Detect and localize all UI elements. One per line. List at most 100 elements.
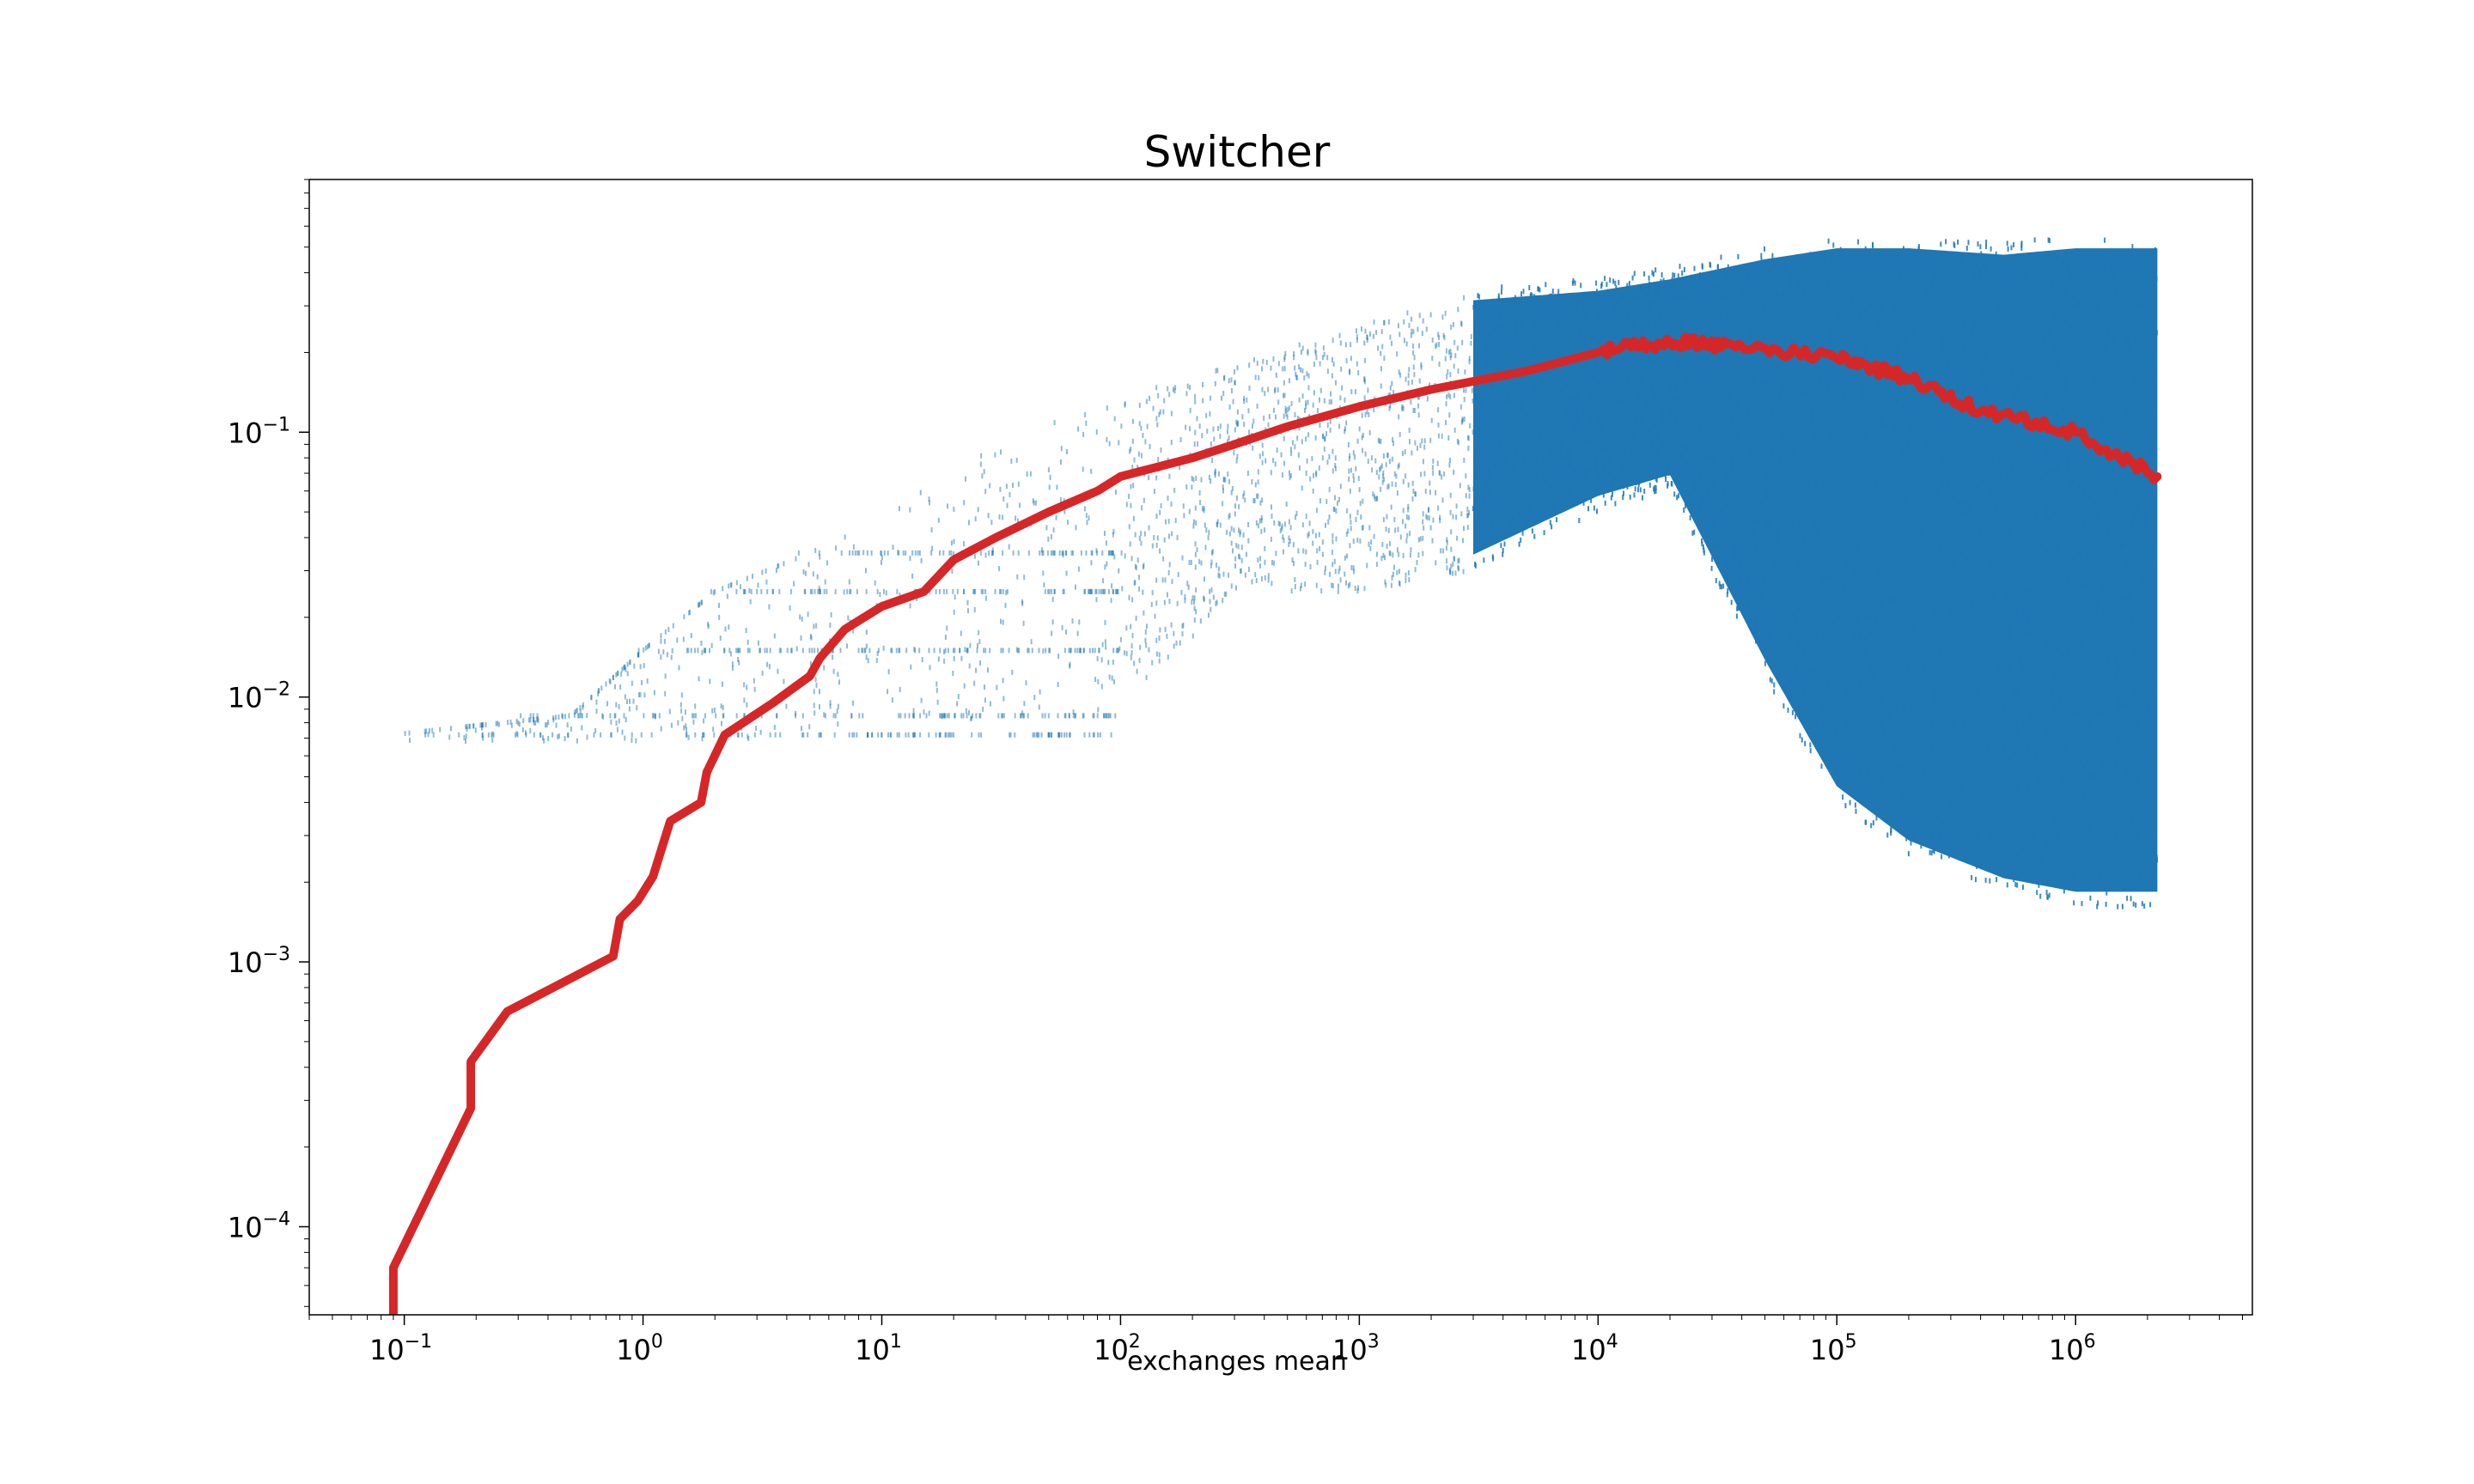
scatter-point	[2008, 819, 2010, 824]
scatter-point	[2109, 286, 2111, 292]
scatter-point	[2063, 778, 2065, 784]
scatter-point	[1416, 560, 1418, 565]
scatter-point	[1990, 246, 1992, 252]
scatter-point	[2072, 556, 2075, 562]
scatter-point	[1258, 518, 1261, 524]
scatter-point	[1338, 332, 1341, 338]
scatter-point	[1441, 433, 1443, 439]
scatter-point	[1204, 544, 1207, 550]
scatter-point	[1667, 357, 1668, 363]
scatter-point	[1730, 560, 1733, 566]
scatter-point	[683, 614, 686, 620]
scatter-point	[1175, 640, 1178, 646]
scatter-point	[1366, 334, 1368, 340]
scatter-point	[1168, 473, 1171, 479]
scatter-point	[968, 663, 971, 669]
scatter-point	[1872, 708, 1874, 714]
scatter-point	[1525, 470, 1527, 476]
scatter-point	[614, 684, 616, 690]
scatter-point	[2097, 900, 2099, 906]
scatter-point	[1262, 451, 1264, 457]
scatter-point	[1309, 564, 1312, 569]
scatter-point	[943, 713, 946, 719]
scatter-point	[1256, 360, 1258, 366]
scatter-point	[1558, 471, 1561, 477]
scatter-point	[1422, 550, 1424, 556]
scatter-point	[1848, 523, 1850, 529]
scatter-point	[2059, 697, 2062, 703]
scatter-point	[807, 562, 810, 568]
scatter-point	[966, 599, 969, 605]
scatter-point	[1847, 532, 1849, 538]
scatter-point	[1653, 271, 1654, 277]
scatter-point	[1449, 457, 1451, 463]
scatter-point	[2040, 465, 2042, 471]
scatter-point	[1929, 295, 1932, 301]
scatter-point	[1214, 472, 1216, 478]
scatter-point	[1782, 604, 1785, 610]
scatter-point	[1455, 514, 1458, 520]
scatter-point	[1948, 260, 1950, 266]
scatter-point	[1191, 484, 1193, 490]
scatter-point	[1331, 468, 1334, 474]
scatter-point	[465, 733, 467, 739]
scatter-point	[1744, 318, 1746, 324]
scatter-point	[1444, 310, 1447, 316]
scatter-point	[1484, 441, 1486, 446]
scatter-point	[1027, 648, 1030, 654]
scatter-point	[1687, 380, 1690, 386]
scatter-point	[2005, 595, 2008, 600]
scatter-point	[1254, 482, 1257, 488]
scatter-point	[1514, 295, 1516, 301]
scatter-point	[575, 709, 577, 715]
scatter-point	[1952, 629, 1954, 635]
scatter-point	[1531, 528, 1533, 534]
scatter-point	[1424, 489, 1427, 495]
scatter-point	[1998, 459, 2001, 465]
scatter-point	[735, 580, 738, 586]
scatter-point	[2104, 671, 2106, 676]
scatter-point	[931, 545, 934, 551]
scatter-point	[2045, 727, 2048, 733]
scatter-point	[1947, 365, 1950, 371]
scatter-point	[1218, 566, 1221, 572]
scatter-point	[1776, 532, 1778, 538]
scatter-point	[1520, 508, 1522, 514]
scatter-point	[1347, 441, 1350, 447]
scatter-point	[1160, 503, 1162, 508]
scatter-point	[1265, 360, 1268, 365]
scatter-point	[1854, 595, 1856, 601]
scatter-point	[807, 732, 809, 738]
scatter-point	[2149, 448, 2152, 454]
scatter-point	[1315, 532, 1317, 538]
scatter-point	[774, 732, 777, 738]
scatter-point	[1238, 553, 1240, 559]
scatter-point	[1831, 751, 1832, 757]
scatter-point	[1831, 255, 1834, 261]
scatter-point	[1446, 374, 1448, 380]
scatter-point	[1405, 578, 1407, 584]
scatter-point	[2034, 510, 2037, 516]
scatter-point	[988, 550, 990, 556]
scatter-point	[2020, 245, 2023, 251]
scatter-point	[1717, 555, 1720, 560]
scatter-point	[1508, 520, 1511, 526]
scatter-point	[1906, 728, 1909, 734]
scatter-point	[1769, 580, 1771, 586]
scatter-point	[1364, 328, 1367, 334]
scatter-point	[2035, 754, 2038, 760]
scatter-point	[1916, 578, 1919, 584]
scatter-point	[779, 732, 782, 738]
scatter-point	[2130, 734, 2133, 740]
scatter-point	[472, 723, 475, 729]
scatter-point	[2016, 774, 2019, 780]
scatter-point	[1631, 435, 1634, 441]
scatter-point	[1594, 467, 1597, 473]
scatter-point	[1962, 321, 1965, 327]
scatter-point	[1529, 493, 1532, 499]
scatter-point	[1801, 549, 1803, 555]
scatter-point	[1774, 494, 1776, 500]
scatter-point	[1894, 567, 1896, 573]
scatter-point	[2103, 699, 2105, 705]
scatter-point	[2042, 335, 2044, 340]
